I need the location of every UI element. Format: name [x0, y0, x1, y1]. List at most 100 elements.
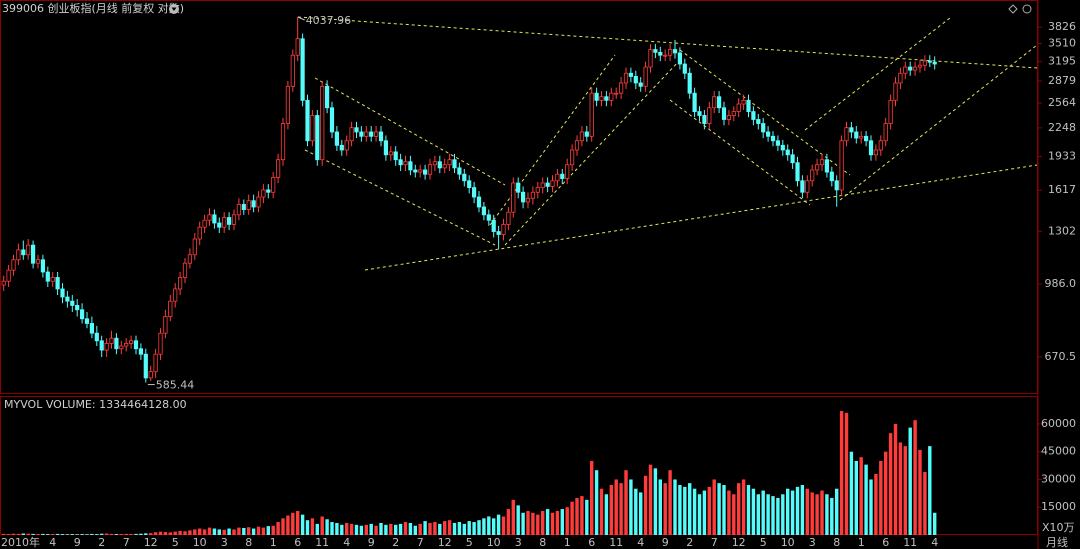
candle-body [447, 159, 452, 166]
candle-body [295, 38, 300, 56]
candle-body [677, 52, 683, 65]
candle-body [114, 337, 119, 350]
volume-bar [830, 497, 834, 535]
candle-body [599, 96, 604, 101]
volume-bar [624, 470, 628, 535]
volume-bar [673, 479, 677, 535]
volume-bar [776, 497, 780, 535]
volume-bar [825, 494, 829, 535]
volume-bar [271, 525, 275, 535]
volume-bar [898, 442, 903, 535]
candle-body [393, 151, 398, 161]
candle-body [16, 249, 21, 261]
volume-bar [70, 534, 74, 535]
x-tick-label: 7 [123, 536, 130, 549]
volume-bar [433, 522, 437, 535]
candle-body [805, 180, 810, 193]
candle-body [604, 96, 609, 101]
volume-bar [496, 514, 501, 535]
candle-body [873, 149, 879, 156]
candle-body [364, 131, 369, 137]
candle-body [653, 49, 658, 53]
annotation-arrow [297, 16, 305, 21]
volume-bar [879, 460, 883, 535]
trend-line [679, 49, 851, 176]
close-icon[interactable] [1022, 4, 1032, 14]
volume-bar [805, 488, 809, 535]
volume-bar [119, 534, 123, 535]
candle-body [834, 180, 839, 191]
volume-bar [90, 533, 94, 535]
candle-body [496, 231, 501, 235]
volume-y-tick-label: 15000 [1041, 500, 1076, 513]
volume-bar [85, 534, 89, 535]
x-tick-label: 1 [564, 536, 571, 549]
volume-bar [379, 522, 383, 535]
candle-body [148, 371, 153, 379]
volume-bar [506, 509, 511, 535]
candle-body [648, 49, 653, 68]
candle-body [619, 82, 624, 94]
volume-bar [462, 523, 466, 535]
trend-line [669, 99, 811, 206]
volume-bar [266, 526, 270, 535]
volume-bar [124, 533, 128, 535]
trend-line [314, 77, 506, 186]
volume-bar [95, 534, 99, 535]
candle-body [780, 144, 785, 151]
candle-body [682, 63, 687, 74]
candle-body [187, 254, 192, 264]
candle-body [320, 85, 325, 161]
volume-bar [761, 490, 765, 535]
trend-line [364, 164, 1038, 271]
x-tick-label: 10 [781, 536, 795, 549]
volume-bar [212, 528, 217, 535]
volume-bar [232, 529, 236, 535]
candle-body [163, 316, 168, 334]
candle-body [633, 76, 638, 84]
candle-body [932, 61, 937, 65]
candle-body [143, 353, 148, 379]
candle-body [545, 182, 550, 187]
candle-body [80, 309, 85, 320]
candle-body [491, 219, 496, 232]
price-panel-frame [0, 0, 1038, 394]
x-tick-label: 12 [144, 536, 158, 549]
candle-body [471, 187, 477, 198]
volume-bar [712, 479, 716, 535]
volume-bar [790, 490, 795, 535]
candle-body [197, 226, 202, 240]
x-tick-label: 9 [74, 536, 81, 549]
candle-body [888, 99, 893, 124]
volume-bar [173, 531, 177, 535]
volume-bar [207, 527, 212, 535]
x-tick-label: 12 [732, 536, 746, 549]
volume-title: MYVOL VOLUME: 1334464128.00 [4, 398, 187, 411]
candle-body [761, 123, 766, 133]
candle-body [530, 191, 536, 199]
volume-unit: X10万 [1042, 521, 1075, 534]
volume-bar [541, 510, 545, 535]
volume-bar [447, 520, 452, 535]
annotation: 585.44 [156, 379, 195, 392]
x-tick-label: 6 [294, 536, 301, 549]
diamond-icon[interactable] [1008, 4, 1018, 14]
volume-y-tick-label: 30000 [1041, 472, 1076, 485]
candle-body [893, 82, 898, 101]
volume-bar [300, 514, 305, 535]
volume-bar [565, 507, 569, 535]
candle-body [511, 182, 516, 213]
volume-bar [849, 451, 854, 535]
candle-body [775, 140, 781, 146]
candle-body [128, 340, 134, 344]
volume-bar [281, 518, 285, 535]
volume-bar [492, 518, 496, 535]
candle-body [658, 51, 663, 56]
volume-bar [178, 530, 182, 535]
candle-body [418, 169, 423, 173]
volume-bar [477, 520, 481, 535]
candle-body [452, 159, 457, 169]
x-tick-label: 5 [172, 536, 179, 549]
volume-bar [163, 532, 168, 535]
volume-bar [198, 528, 202, 535]
